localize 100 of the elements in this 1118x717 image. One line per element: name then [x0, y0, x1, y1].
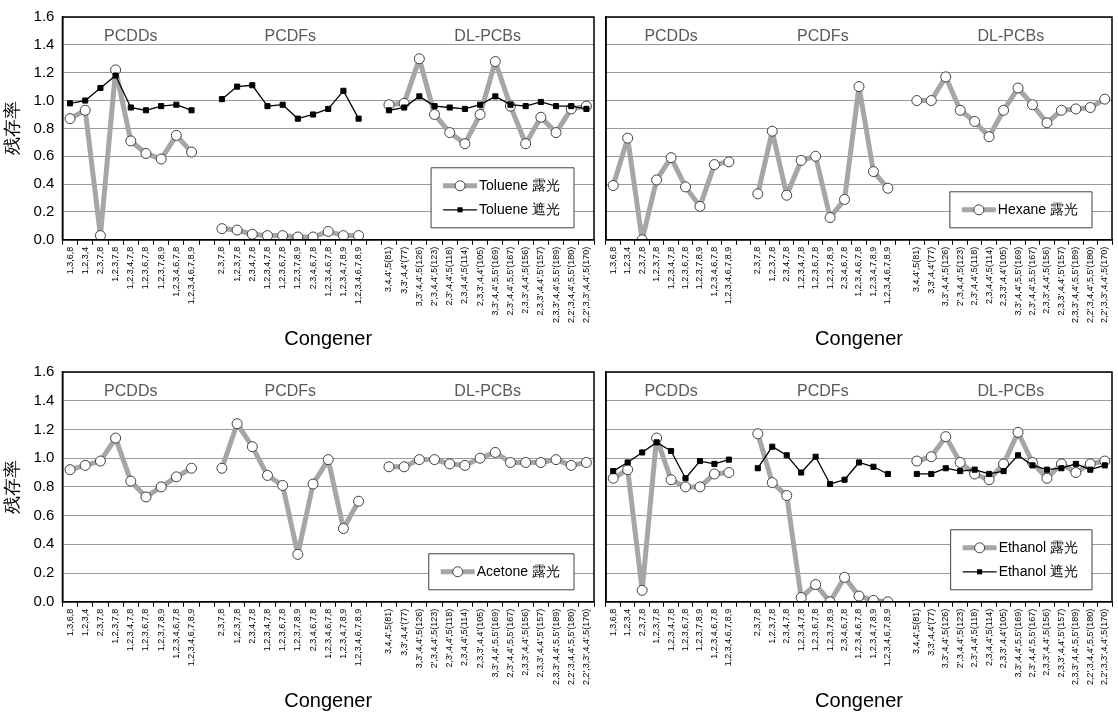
x-axis-title: Congener	[815, 326, 904, 349]
annotation: DL-PCBs	[454, 27, 522, 45]
x-tick-label: 1,2,3,6,7,8	[140, 608, 151, 652]
annotation: PCDFs	[797, 27, 849, 45]
x-tick-label: 2,3,3',4,4',5'(157)	[535, 246, 546, 316]
x-tick-label: 2,3,3',4,4'(105)	[998, 246, 1009, 307]
x-tick-label: 1,2,3,6,7,8	[277, 608, 288, 652]
x-tick-label: 2,2',3,4,4',5,5'(180)	[1084, 246, 1095, 324]
y-tick-label: 0.6	[33, 146, 55, 164]
x-tick-label: 2',3,4,4',5(123)	[954, 608, 965, 669]
x-tick-label: 2,3,4,7,8	[246, 246, 257, 282]
x-tick-label: 1,3,6,8	[607, 246, 618, 275]
x-tick-label: 2,3,4,6,7,8	[307, 608, 318, 652]
x-tick-label: 2,2',3,3',4,4',5(170)	[1099, 608, 1110, 686]
x-tick-label: 2,3,4,4',5(114)	[459, 608, 470, 666]
x-tick-label: 1,2,3,6,7,8	[680, 246, 690, 290]
x-tick-label: 1,2,3,4,6,7,8	[322, 246, 333, 297]
annotation: PCDFs	[264, 27, 317, 45]
y-tick-label: 0.0	[33, 591, 55, 609]
x-tick-label: 1,2,3,7,8,9	[155, 246, 166, 290]
x-tick-label: 2,3',4,4',5(118)	[969, 246, 980, 306]
x-tick-label: 3,3',4,4',5(126)	[940, 608, 951, 669]
x-tick-label: 2,3,3',4,4',5,5'(189)	[550, 246, 561, 324]
x-tick-label: 1,2,3,7,8,9	[824, 608, 835, 652]
x-tick-label: 1,2,3,7,8	[231, 608, 242, 644]
x-tick-label: 2,3',4,4',5(118)	[969, 608, 980, 668]
x-tick-label: 1,3,6,8	[64, 608, 75, 637]
x-tick-label: 2,3,3',4,4',5'(157)	[1055, 246, 1066, 316]
annotation: DL-PCBs	[454, 382, 522, 400]
x-tick-label: 3,3',4,4',5(126)	[413, 608, 424, 669]
x-tick-label: 1,2,3,7,8	[651, 608, 662, 644]
x-tick-label: 2,3,7,8	[636, 246, 647, 275]
x-tick-label: 1,2,3,4,6,7,8	[708, 246, 719, 297]
x-tick-label: 2,3',4,4',5,5'(167)	[1026, 608, 1037, 678]
x-tick-label: 2,2',3,3',4,4',5(170)	[1099, 246, 1110, 324]
y-tick-label: 1.0	[33, 90, 55, 108]
x-tick-label: 2,3,3',4,4',5,5'(189)	[550, 608, 561, 686]
y-axis-title: 残存率	[1, 101, 22, 156]
x-tick-label: 2,3,3',4,4',5,5'(189)	[1070, 608, 1081, 686]
y-tick-label: 0.0	[33, 229, 55, 247]
x-tick-label: 2,3,7,8	[94, 246, 105, 275]
x-tick-label: 2,3,3',4,4'(105)	[474, 608, 485, 669]
x-tick-label: 1,2,3,7,8	[651, 246, 662, 282]
x-tick-label: 3,4,4',5(81)	[383, 608, 394, 655]
x-tick-label: 1,3,6,8	[64, 246, 75, 275]
x-tick-label: 3,3',4,4'(77)	[925, 608, 936, 656]
x-tick-label: 1,2,3,4,6,7,8,9	[882, 246, 893, 305]
x-tick-label: 1,2,3,6,7,8	[140, 246, 151, 290]
x-axis-title: Congener	[284, 688, 373, 711]
annotation: PCDDs	[644, 27, 698, 45]
x-tick-label: 1,2,3,4,7,8	[125, 246, 136, 290]
x-tick-label: 2,3,3',4,4',5(156)	[520, 246, 531, 314]
y-tick-label: 0.8	[33, 118, 55, 136]
x-tick-label: 1,2,3,4,7,8	[261, 608, 272, 652]
x-tick-label: 2,2',3,4,4',5,5'(180)	[565, 246, 576, 324]
x-tick-label: 1,2,3,7,8	[766, 608, 777, 644]
legend-label: Ethanol 遮光	[998, 562, 1078, 579]
x-tick-label: 2,3,7,8	[752, 246, 763, 275]
x-tick-label: 1,2,3,4,6,7,8,9	[723, 246, 734, 305]
x-tick-label: 1,2,3,4,7,8	[125, 608, 136, 652]
y-tick-label: 1.6	[33, 7, 55, 25]
y-tick-label: 1.6	[33, 362, 55, 380]
x-tick-label: 2,3,3',4,4'(105)	[474, 246, 485, 307]
x-tick-label: 2,3,7,8	[216, 246, 227, 275]
y-tick-label: 1.2	[33, 62, 55, 80]
x-tick-label: 2',3,4,4',5(123)	[954, 246, 965, 307]
x-tick-label: 1,2,3,4,6,7,8	[170, 246, 181, 297]
x-tick-label: 2,3,3',4,4',5(156)	[520, 608, 531, 676]
annotation: PCDDs	[104, 382, 158, 400]
x-tick-label: 3,3',4,4',5(126)	[413, 246, 424, 307]
x-tick-label: 1,3,6,8	[607, 608, 618, 637]
x-tick-label: 1,2,3,4	[79, 246, 90, 275]
x-tick-label: 2,3,4,6,7,8	[307, 246, 318, 290]
x-axis-title: Congener	[815, 688, 904, 711]
x-tick-label: 3,3',4,4',5(126)	[940, 246, 951, 307]
x-tick-label: 3,3',4,4',5,5'(169)	[1012, 246, 1023, 316]
x-tick-label: 2,3,3',4,4',5(156)	[1041, 246, 1052, 314]
x-tick-label: 2,2',3,3',4,4',5(170)	[580, 608, 591, 686]
x-tick-label: 1,2,3,4,6,7,8,9	[353, 246, 364, 305]
x-tick-label: 1,2,3,6,7,8	[810, 608, 821, 652]
x-tick-label: 1,2,3,4,6,7,8	[853, 246, 864, 297]
x-tick-label: 2,2',3,4,4',5,5'(180)	[1084, 608, 1095, 686]
x-tick-label: 1,2,3,7,8	[231, 246, 242, 282]
x-tick-label: 1,2,3,4	[622, 246, 633, 275]
y-tick-label: 0.4	[33, 174, 55, 192]
x-tick-label: 3,3',4,4'(77)	[925, 246, 936, 294]
x-tick-label: 2,3',4,4',5,5'(167)	[504, 608, 515, 678]
x-tick-label: 2,3,4,7,8	[781, 608, 792, 644]
x-tick-label: 1,2,3,7,8,9	[694, 608, 705, 652]
x-tick-label: 1,2,3,4,6,7,8,9	[186, 608, 197, 667]
y-tick-label: 0.6	[33, 505, 55, 523]
x-tick-label: 1,2,3,6,7,8	[277, 246, 288, 290]
annotation: DL-PCBs	[977, 27, 1045, 45]
x-tick-label: 3,3',4,4',5,5'(169)	[1012, 608, 1023, 678]
x-tick-label: 1,2,3,4	[79, 608, 90, 637]
x-tick-label: 1,2,3,7,8	[766, 246, 777, 282]
x-tick-label: 2',3,4,4',5(123)	[429, 608, 440, 669]
x-tick-label: 1,2,3,4,6,7,8,9	[186, 246, 197, 305]
legend-label: Hexane 露光	[997, 200, 1079, 217]
x-tick-label: 1,2,3,4,6,7,8	[322, 608, 333, 659]
